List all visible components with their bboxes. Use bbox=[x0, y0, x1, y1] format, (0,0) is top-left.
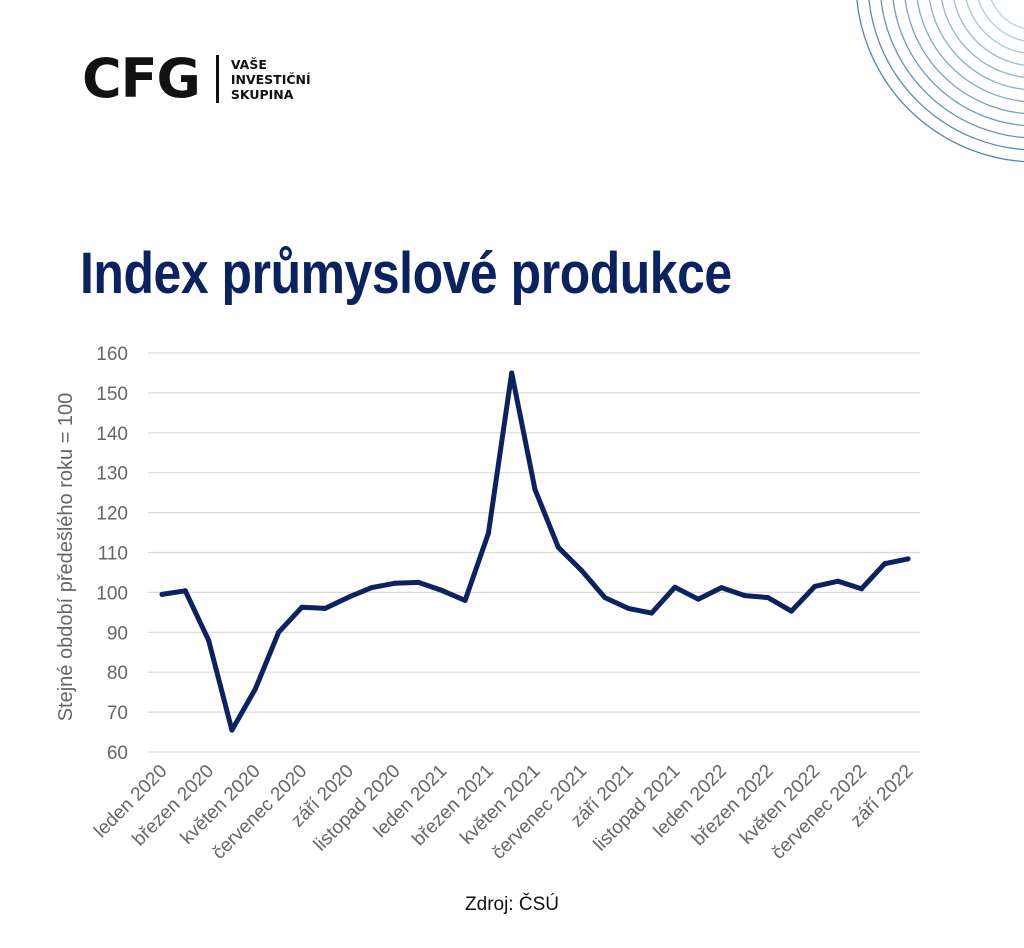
data-point bbox=[206, 637, 212, 643]
tagline-line: SKUPINA bbox=[230, 86, 294, 102]
y-tick-label: 80 bbox=[107, 663, 128, 684]
y-tick-label: 110 bbox=[98, 544, 128, 565]
tagline-line: VAŠE bbox=[230, 56, 267, 72]
data-point bbox=[462, 597, 468, 603]
series-line bbox=[159, 370, 911, 733]
data-point bbox=[858, 586, 864, 592]
data-point bbox=[555, 544, 561, 550]
data-point bbox=[276, 629, 282, 635]
y-tick-label: 70 bbox=[107, 703, 128, 724]
data-point bbox=[322, 605, 328, 611]
data-point bbox=[905, 556, 911, 562]
data-point bbox=[719, 585, 724, 591]
data-point bbox=[742, 593, 748, 599]
data-point bbox=[229, 727, 235, 733]
y-tick-label: 160 bbox=[96, 344, 128, 365]
data-point bbox=[532, 487, 538, 492]
logo-tagline: VAŠE INVESTIČNÍ SKUPINA bbox=[231, 57, 311, 102]
data-point bbox=[439, 587, 445, 593]
data-point bbox=[835, 578, 841, 584]
y-tick-label: 100 bbox=[96, 583, 128, 604]
source-note: Zdroj: ČSÚ bbox=[465, 894, 559, 915]
data-point bbox=[765, 595, 771, 601]
tagline-line: INVESTIČNÍ bbox=[230, 71, 311, 87]
data-point bbox=[672, 584, 678, 590]
logo-divider bbox=[215, 55, 219, 103]
data-point bbox=[509, 370, 515, 376]
chart-title: Index průmyslové produkce bbox=[80, 241, 732, 306]
data-point bbox=[415, 579, 421, 585]
data-point bbox=[346, 594, 351, 600]
data-point bbox=[579, 568, 585, 573]
data-point bbox=[392, 580, 398, 586]
data-point bbox=[299, 604, 305, 610]
y-tick-label: 60 bbox=[107, 743, 128, 764]
data-point bbox=[882, 561, 888, 567]
data-point bbox=[369, 585, 375, 591]
logo-mark: CFG bbox=[82, 47, 201, 110]
brand-logo: CFG VAŠE INVESTIČNÍ SKUPINA bbox=[82, 52, 311, 106]
data-point bbox=[485, 530, 491, 536]
data-point bbox=[159, 591, 165, 597]
y-tick-label: 150 bbox=[96, 384, 128, 405]
y-tick-label: 140 bbox=[96, 424, 128, 445]
y-axis-label: Stejné období předešlého roku = 100 bbox=[55, 393, 77, 722]
data-point bbox=[695, 596, 701, 602]
data-point bbox=[252, 686, 258, 692]
data-point bbox=[788, 608, 794, 614]
data-point bbox=[182, 588, 188, 594]
data-point bbox=[602, 595, 608, 601]
y-tick-label: 130 bbox=[96, 464, 128, 485]
data-point bbox=[625, 605, 631, 611]
y-tick-label: 90 bbox=[107, 623, 128, 644]
y-tick-label: 120 bbox=[96, 504, 128, 525]
data-point bbox=[812, 583, 818, 589]
data-point bbox=[649, 610, 655, 616]
